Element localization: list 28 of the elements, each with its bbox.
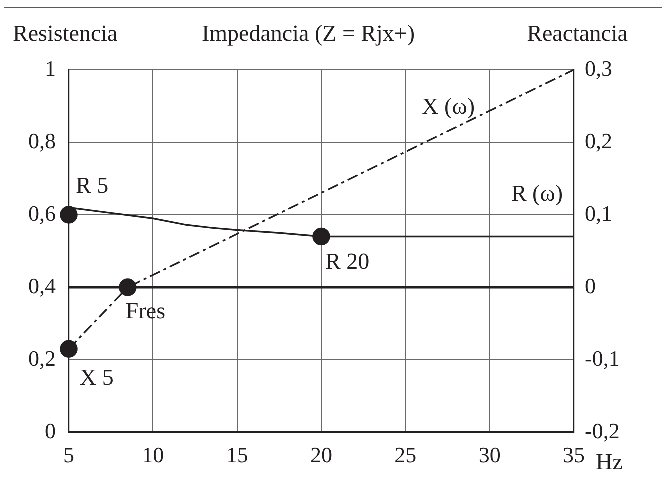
x-tick-label: 20 (310, 442, 332, 468)
x-tick-label: 30 (478, 442, 501, 468)
annotation: X 5 (80, 365, 114, 390)
y2-tick-label: 0,2 (585, 128, 612, 154)
x-tick-label: 5 (64, 442, 74, 468)
y-tick-label: 0 (45, 418, 56, 444)
y2-axis-title: Reactancia (527, 21, 628, 46)
y-tick-label: 0,8 (28, 128, 56, 154)
y-tick-label: 0,4 (28, 273, 56, 298)
series-label: R (ω) (511, 180, 563, 206)
x-tick-label: 35 (563, 442, 585, 468)
x-tick-label: 25 (394, 442, 417, 468)
x-axis-title: Hz (596, 450, 623, 475)
y2-tick-label: -0,2 (585, 418, 620, 444)
y-tick-label: 0,6 (28, 200, 56, 226)
y-tick-label: 1 (45, 56, 56, 81)
annotation: R 20 (326, 248, 370, 274)
x-tick-label: 15 (226, 442, 248, 468)
chart-title: Impedancia (Z = Rjx+) (202, 21, 416, 46)
y2-tick-label: 0,1 (585, 200, 612, 226)
y-tick-label: 0,2 (28, 346, 56, 371)
series-label: X (ω) (422, 94, 475, 120)
y2-tick-label: 0,3 (585, 56, 612, 81)
y2-tick-label: -0,1 (585, 346, 620, 371)
annotation: R 5 (76, 173, 109, 198)
y-axis-title: Resistencia (13, 21, 118, 46)
x-tick-label: 10 (142, 442, 164, 468)
y2-tick-label: 0 (585, 273, 596, 298)
